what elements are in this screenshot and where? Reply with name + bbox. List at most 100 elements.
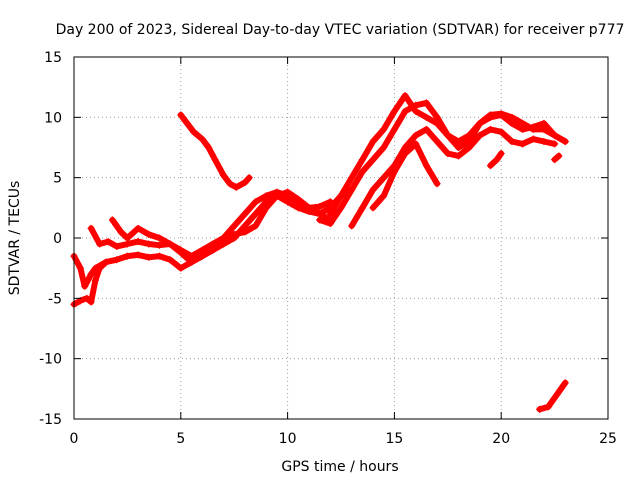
axis-tick-labels: 0 5 10 15 20 25 -15 -10 -5 0 5 10 15 <box>39 50 617 447</box>
series-track-12 <box>536 379 569 413</box>
data-point <box>369 137 377 145</box>
data-point <box>519 119 527 127</box>
data-point <box>508 137 516 145</box>
data-point <box>76 264 84 272</box>
data-point <box>337 192 345 200</box>
data-point <box>519 140 527 148</box>
data-point <box>113 242 121 250</box>
data-point <box>230 222 238 230</box>
data-point <box>529 135 537 143</box>
data-point <box>305 204 313 212</box>
data-point <box>553 391 561 399</box>
x-tick-label: 15 <box>385 431 403 447</box>
x-tick-label: 10 <box>279 431 297 447</box>
x-tick-label: 25 <box>599 431 617 447</box>
data-point <box>433 137 441 145</box>
data-point <box>177 246 185 254</box>
data-point <box>187 252 195 260</box>
data-point <box>380 192 388 200</box>
data-point <box>87 298 95 306</box>
data-point <box>96 240 104 248</box>
series-track-8 <box>348 125 559 230</box>
data-point <box>401 107 409 115</box>
data-point <box>348 186 356 194</box>
data-point <box>358 168 366 176</box>
data-point <box>508 119 516 127</box>
series-line <box>177 111 253 191</box>
data-point <box>284 198 292 206</box>
data-point <box>348 174 356 182</box>
data-point <box>198 252 206 260</box>
data-point <box>190 128 198 136</box>
data-point <box>536 405 544 413</box>
data-point <box>412 107 420 115</box>
data-point <box>209 246 217 254</box>
data-point <box>183 119 191 127</box>
data-point <box>497 128 505 136</box>
data-point <box>358 156 366 164</box>
data-point <box>326 220 334 228</box>
data-point <box>422 162 430 170</box>
data-point <box>294 198 302 206</box>
data-point <box>166 240 174 248</box>
data-point <box>102 258 110 266</box>
y-axis-label: SDTVAR / TECUs <box>7 181 23 296</box>
data-point <box>412 101 420 109</box>
series-line <box>316 99 569 227</box>
data-point <box>241 210 249 218</box>
data-point <box>226 180 234 188</box>
data-point <box>241 222 249 230</box>
y-tick-label: -10 <box>39 352 62 368</box>
data-point <box>476 131 484 139</box>
data-point <box>465 144 473 151</box>
data-point <box>444 150 452 158</box>
data-point <box>316 203 324 211</box>
data-point <box>134 224 142 232</box>
data-point <box>369 204 377 212</box>
data-point <box>284 192 292 200</box>
y-tick-label: 15 <box>44 50 62 66</box>
data-point <box>444 131 452 139</box>
data-point <box>155 241 163 249</box>
data-point <box>519 125 527 133</box>
y-tick-label: 5 <box>53 171 62 187</box>
data-point <box>454 152 462 160</box>
data-point <box>123 252 131 260</box>
data-point <box>369 156 377 164</box>
data-point <box>145 240 153 248</box>
data-point <box>83 294 91 302</box>
data-point <box>294 204 302 212</box>
data-point <box>252 210 260 218</box>
data-point <box>166 256 174 264</box>
data-point <box>211 156 219 164</box>
y-tick-label: 10 <box>44 110 62 126</box>
data-point <box>198 246 206 254</box>
data-point <box>232 183 240 191</box>
data-point <box>401 92 409 100</box>
data-point <box>497 110 505 118</box>
data-point <box>177 264 185 272</box>
data-point <box>422 125 430 133</box>
x-tick-label: 20 <box>492 431 510 447</box>
data-point <box>134 238 142 246</box>
data-point <box>561 137 569 145</box>
series-track-9 <box>369 140 441 212</box>
data-point <box>81 282 89 290</box>
series-line <box>536 379 569 413</box>
y-tick-label: -5 <box>48 291 62 307</box>
data-point <box>551 156 559 164</box>
data-point <box>487 125 495 133</box>
data-point <box>108 216 116 224</box>
series-track-4 <box>108 186 356 260</box>
series-line <box>109 186 355 260</box>
data-point <box>145 253 153 261</box>
data-point <box>390 107 398 115</box>
data-point <box>390 168 398 176</box>
chart-title: Day 200 of 2023, Sidereal Day-to-day VTE… <box>56 22 625 38</box>
data-point <box>241 178 249 186</box>
data-point <box>262 204 270 212</box>
data-point <box>487 162 495 170</box>
data-point <box>245 174 253 182</box>
data-point <box>433 180 441 188</box>
